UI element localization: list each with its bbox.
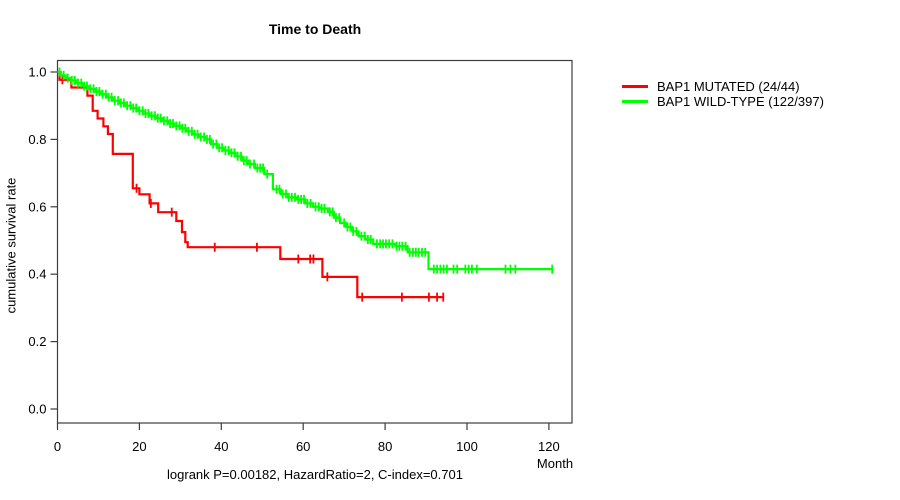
legend-item-wildtype: BAP1 WILD-TYPE (122/397) xyxy=(622,94,824,109)
x-tick-label: 100 xyxy=(456,439,478,454)
km-curve-mutated xyxy=(57,70,445,299)
x-tick-label: 40 xyxy=(214,439,228,454)
y-axis-label: cumulative survival rate xyxy=(3,177,19,314)
y-tick-label: 0.8 xyxy=(28,132,46,147)
plot-border xyxy=(56,59,573,424)
y-tick-label: 1.0 xyxy=(28,65,46,80)
chart-title: Time to Death xyxy=(268,21,362,37)
legend-label: BAP1 WILD-TYPE (122/397) xyxy=(657,94,824,109)
x-axis-label: Month xyxy=(536,456,574,471)
legend-label: BAP1 MUTATED (24/44) xyxy=(657,79,800,94)
x-tick-label: 80 xyxy=(378,439,392,454)
y-tick-label: 0.2 xyxy=(28,334,46,349)
y-tick-label: 0.4 xyxy=(28,267,46,282)
y-tick-label: 0.0 xyxy=(28,402,46,417)
legend-swatch xyxy=(622,100,648,103)
x-tick-label: 0 xyxy=(54,439,61,454)
x-tick-label: 60 xyxy=(296,439,310,454)
legend-item-mutated: BAP1 MUTATED (24/44) xyxy=(622,79,824,94)
stats-annotation: logrank P=0.00182, HazardRatio=2, C-inde… xyxy=(167,467,463,482)
legend: BAP1 MUTATED (24/44) BAP1 WILD-TYPE (122… xyxy=(622,79,824,109)
y-tick-label: 0.6 xyxy=(28,199,46,214)
x-tick-label: 120 xyxy=(538,439,560,454)
legend-swatch xyxy=(622,85,648,88)
x-tick-label: 20 xyxy=(132,439,146,454)
